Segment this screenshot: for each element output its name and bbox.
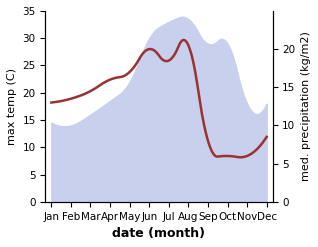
Y-axis label: max temp (C): max temp (C): [7, 68, 17, 145]
Y-axis label: med. precipitation (kg/m2): med. precipitation (kg/m2): [301, 31, 311, 181]
X-axis label: date (month): date (month): [113, 227, 205, 240]
